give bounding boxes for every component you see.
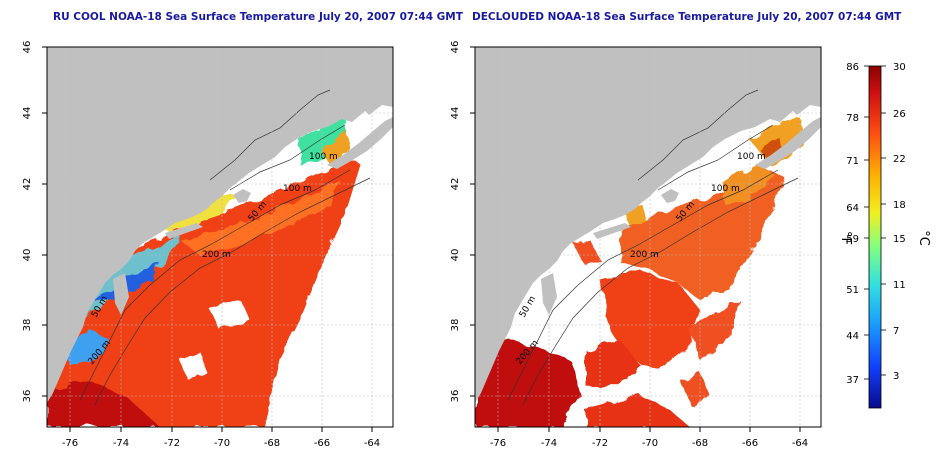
right-x-tick: -66	[742, 438, 758, 449]
right-y-tick: 40	[450, 249, 461, 262]
right-y-tick: 36	[450, 390, 461, 403]
left-x-tick: -72	[164, 438, 180, 449]
colorbar-f-label: 71	[846, 156, 859, 167]
colorbar-c-label: 22	[893, 154, 906, 165]
left-x-tick: -70	[214, 438, 230, 449]
left-map: 100 m 100 m 50 m 200 m 50 m 200 m	[22, 41, 394, 449]
left-y-tick: 36	[22, 390, 33, 403]
left-contour-label-1: 100 m	[309, 152, 338, 162]
right-x-tick: -64	[792, 438, 808, 449]
colorbar-f-label: 59	[846, 234, 859, 245]
colorbar-gradient	[868, 65, 882, 409]
right-y-tick: 44	[450, 107, 461, 120]
right-map-frame	[474, 46, 822, 428]
left-y-tick: 46	[22, 41, 33, 54]
left-y-tick: 38	[22, 319, 33, 332]
colorbar-unit-f: °F	[838, 231, 853, 245]
left-x-tick: -74	[113, 438, 129, 449]
left-contour-label-2: 100 m	[283, 184, 312, 194]
colorbar-f-label: 37	[846, 375, 859, 386]
right-y-tick: 42	[450, 178, 461, 191]
left-x-tick: -66	[314, 438, 330, 449]
right-x-tick: -68	[692, 438, 708, 449]
left-y-tick: 42	[22, 178, 33, 191]
colorbar: 86 78 71 64 59 51 44 37 30 26 22 18 15 1…	[838, 62, 931, 409]
right-x-tick: -72	[592, 438, 608, 449]
left-x-tick: -64	[364, 438, 380, 449]
right-contour-label-2: 100 m	[711, 184, 740, 194]
colorbar-f-label: 51	[846, 285, 859, 296]
left-map-title: RU COOL NOAA-18 Sea Surface Temperature …	[53, 11, 463, 23]
right-x-tick: -70	[642, 438, 658, 449]
right-y-tick: 46	[450, 41, 461, 54]
colorbar-c-label: 7	[893, 326, 899, 337]
colorbar-f-label: 44	[846, 331, 859, 342]
colorbar-unit-c: °C	[916, 230, 931, 246]
right-y-tick: 38	[450, 319, 461, 332]
left-x-tick: -76	[62, 438, 78, 449]
right-x-tick: -76	[490, 438, 506, 449]
left-y-tick: 40	[22, 249, 33, 262]
right-map: 100 m 100 m 50 m 200 m 50 m 200 m	[450, 41, 822, 449]
colorbar-c-label: 11	[893, 280, 906, 291]
colorbar-f-label: 86	[846, 62, 859, 73]
colorbar-c-label: 26	[893, 109, 906, 120]
left-x-tick: -68	[264, 438, 280, 449]
colorbar-c-label: 18	[893, 200, 906, 211]
left-map-frame	[46, 46, 394, 428]
right-map-title: DECLOUDED NOAA-18 Sea Surface Temperatur…	[472, 11, 902, 23]
colorbar-c-label: 30	[893, 62, 906, 73]
right-x-tick: -74	[541, 438, 557, 449]
colorbar-c-label: 15	[893, 234, 906, 245]
colorbar-f-label: 78	[846, 113, 859, 124]
colorbar-f-label: 64	[846, 203, 859, 214]
right-contour-label-1: 100 m	[737, 152, 766, 162]
colorbar-c-label: 3	[893, 371, 899, 382]
left-y-tick: 44	[22, 107, 33, 120]
